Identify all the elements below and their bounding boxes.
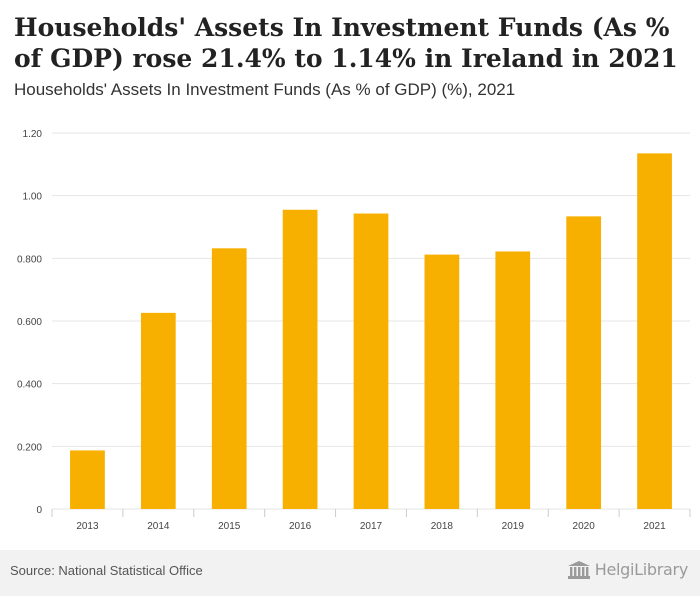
x-tick-label: 2014	[147, 521, 170, 532]
bar-chart: 0 0.200 0.400 0.600 0.800 1.00 1.20 2013 2014 201…	[17, 129, 691, 532]
y-tick-label: 0	[36, 505, 42, 516]
chart-panel: 0 0.200 0.400 0.600 0.800 1.00 1.20 2013 2014 201…	[0, 112, 700, 550]
chart-subtitle: Households' Assets In Investment Funds (…	[14, 80, 516, 99]
x-tick-label: 2018	[431, 521, 454, 532]
header: Households' Assets In Investment Funds (…	[0, 0, 700, 112]
x-tick-label: 2016	[289, 521, 312, 532]
library-building-icon	[567, 560, 590, 579]
y-tick-label: 1.20	[23, 129, 43, 140]
x-tick-label: 2019	[502, 521, 525, 532]
bar-2018	[424, 254, 460, 509]
y-tick-label: 0.800	[17, 254, 42, 265]
x-tick-label: 2021	[643, 521, 666, 532]
bar-2013	[70, 450, 105, 509]
page-title: Households' Assets In Investment Funds (…	[14, 13, 678, 73]
bar-2016	[282, 209, 318, 509]
logo-text: HelgiLibrary	[594, 560, 689, 579]
y-tick-label: 0.600	[17, 317, 42, 328]
bar-2020	[566, 216, 602, 509]
x-tick-label: 2013	[76, 521, 99, 532]
y-tick-label: 0.400	[17, 380, 42, 391]
source-note: Source: National Statistical Office	[10, 563, 203, 578]
x-tick-label: 2020	[573, 521, 596, 532]
x-tick-label: 2015	[218, 521, 241, 532]
y-tick-label: 0.200	[17, 442, 42, 453]
x-tick-label: 2017	[360, 521, 383, 532]
bar-2021	[637, 153, 672, 509]
bar-2017	[353, 213, 389, 509]
bar-2014	[140, 312, 176, 509]
y-tick-label: 1.00	[23, 192, 43, 203]
bar-2019	[495, 251, 531, 509]
bar-2015	[211, 248, 247, 509]
helgi-library-logo[interactable]: HelgiLibrary	[567, 560, 689, 579]
